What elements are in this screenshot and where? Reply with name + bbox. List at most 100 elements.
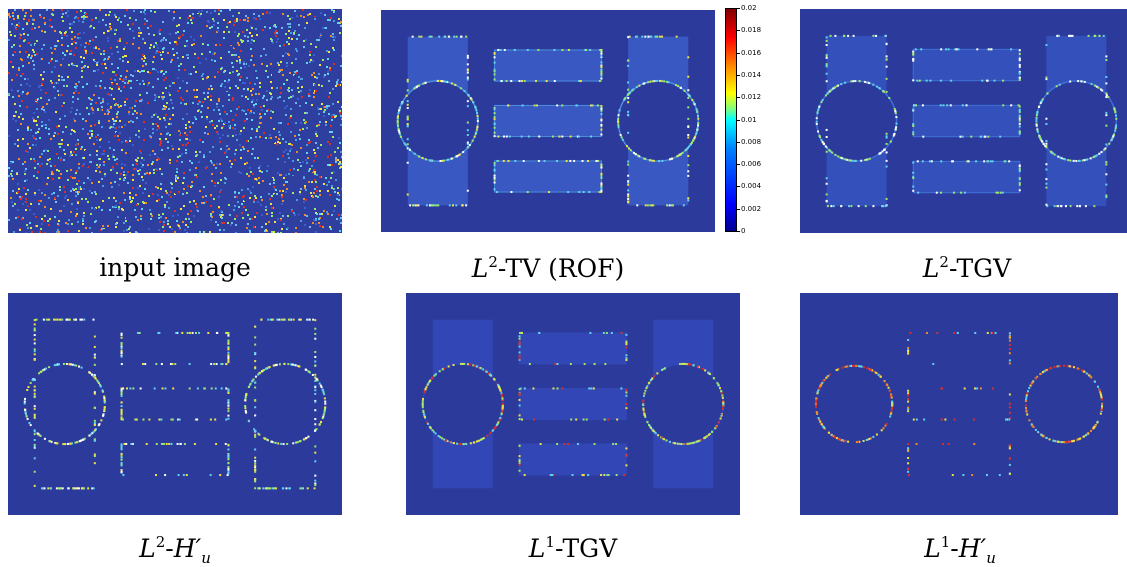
noise-pixel: [159, 29, 161, 31]
noise-pixel: [58, 170, 60, 172]
edge-error-dot: [406, 80, 409, 83]
edge-error-dot: [945, 48, 948, 51]
noise-pixel: [303, 176, 305, 178]
edge-error-dot: [881, 150, 884, 153]
noise-pixel: [288, 30, 290, 32]
edge-error-dot: [647, 81, 650, 84]
noise-pixel: [25, 193, 27, 195]
noise-pixel: [295, 48, 297, 50]
noise-pixel: [9, 31, 11, 33]
noise-pixel: [247, 188, 249, 190]
noise-pixel: [65, 126, 67, 128]
noise-pixel: [217, 133, 219, 135]
noise-pixel: [152, 61, 154, 63]
edge-error-dot: [874, 371, 877, 374]
noise-pixel: [154, 121, 156, 123]
noise-pixel: [221, 217, 223, 219]
noise-pixel: [53, 135, 55, 137]
edge-error-dot: [406, 193, 409, 196]
noise-pixel: [333, 188, 335, 190]
edge-error-dot: [1008, 352, 1011, 355]
noise-pixel: [305, 102, 307, 104]
noise-pixel: [155, 186, 157, 188]
noise-pixel: [261, 63, 263, 65]
noise-pixel: [32, 19, 34, 21]
noise-pixel: [169, 42, 171, 44]
edge-error-dot: [313, 429, 316, 432]
edge-error-dot: [439, 159, 442, 162]
noise-pixel: [253, 201, 255, 203]
edge-error-dot: [885, 77, 888, 80]
noise-pixel: [165, 87, 167, 89]
noise-pixel: [259, 165, 261, 167]
edge-error-dot: [930, 160, 933, 163]
noise-pixel: [243, 127, 245, 129]
edge-error-dot: [493, 168, 496, 171]
noise-pixel: [71, 31, 73, 33]
edge-error-dot: [832, 435, 835, 438]
edge-error-dot: [658, 35, 661, 38]
edge-error-dot: [176, 442, 179, 445]
noise-pixel: [252, 99, 254, 101]
noise-pixel: [144, 57, 146, 59]
noise-pixel: [120, 173, 122, 175]
edge-error-dot: [1010, 104, 1013, 107]
edge-error-dot: [1070, 440, 1073, 443]
noise-pixel: [103, 150, 105, 152]
noise-pixel: [150, 218, 152, 220]
edge-error-dot: [421, 399, 424, 402]
noise-pixel: [234, 54, 236, 56]
edge-error-dot: [500, 80, 503, 83]
noise-pixel: [271, 96, 273, 98]
noise-pixel: [331, 185, 333, 187]
noise-pixel: [140, 215, 142, 217]
noise-pixel: [221, 97, 223, 99]
noise-pixel: [14, 9, 16, 11]
edge-error-dot: [93, 335, 96, 338]
edge-error-dot: [668, 440, 671, 443]
noise-pixel: [153, 174, 155, 176]
noise-pixel: [43, 109, 45, 111]
edge-error-dot: [835, 85, 838, 88]
noise-pixel: [171, 102, 173, 104]
noise-pixel: [210, 85, 212, 87]
noise-pixel: [287, 123, 289, 125]
edge-error-dot: [816, 391, 819, 394]
noise-pixel: [116, 158, 118, 160]
noise-pixel: [255, 136, 257, 138]
edge-error-dot: [687, 106, 690, 109]
noise-pixel: [76, 109, 78, 111]
noise-pixel: [307, 157, 309, 159]
edge-error-dot: [33, 334, 36, 337]
edge-error-dot: [627, 147, 630, 150]
edge-error-dot: [518, 354, 521, 357]
edge-error-dot: [822, 380, 825, 383]
edge-error-dot: [600, 73, 603, 76]
edge-error-dot: [688, 442, 691, 445]
noise-pixel: [198, 11, 200, 13]
noise-pixel: [132, 187, 134, 189]
noise-pixel: [196, 11, 198, 13]
noise-pixel: [75, 215, 77, 217]
edge-error-dot: [33, 416, 36, 419]
edge-error-dot: [254, 466, 257, 469]
noise-pixel: [153, 46, 155, 48]
noise-pixel: [304, 224, 306, 226]
noise-pixel: [256, 128, 258, 130]
noise-pixel: [177, 31, 179, 33]
edge-error-dot: [907, 350, 910, 353]
noise-pixel: [123, 192, 125, 194]
noise-pixel: [252, 114, 254, 116]
edge-error-dot: [600, 191, 603, 194]
noise-pixel: [142, 164, 144, 166]
noise-pixel: [278, 122, 280, 124]
noise-pixel: [271, 207, 273, 209]
noise-pixel: [50, 60, 52, 62]
edge-error-dot: [292, 442, 295, 445]
edge-error-dot: [1105, 94, 1108, 97]
noise-pixel: [189, 160, 191, 162]
edge-error-dot: [438, 370, 441, 373]
noise-pixel: [119, 78, 121, 80]
noise-pixel: [14, 143, 16, 145]
edge-error-dot: [820, 383, 823, 386]
